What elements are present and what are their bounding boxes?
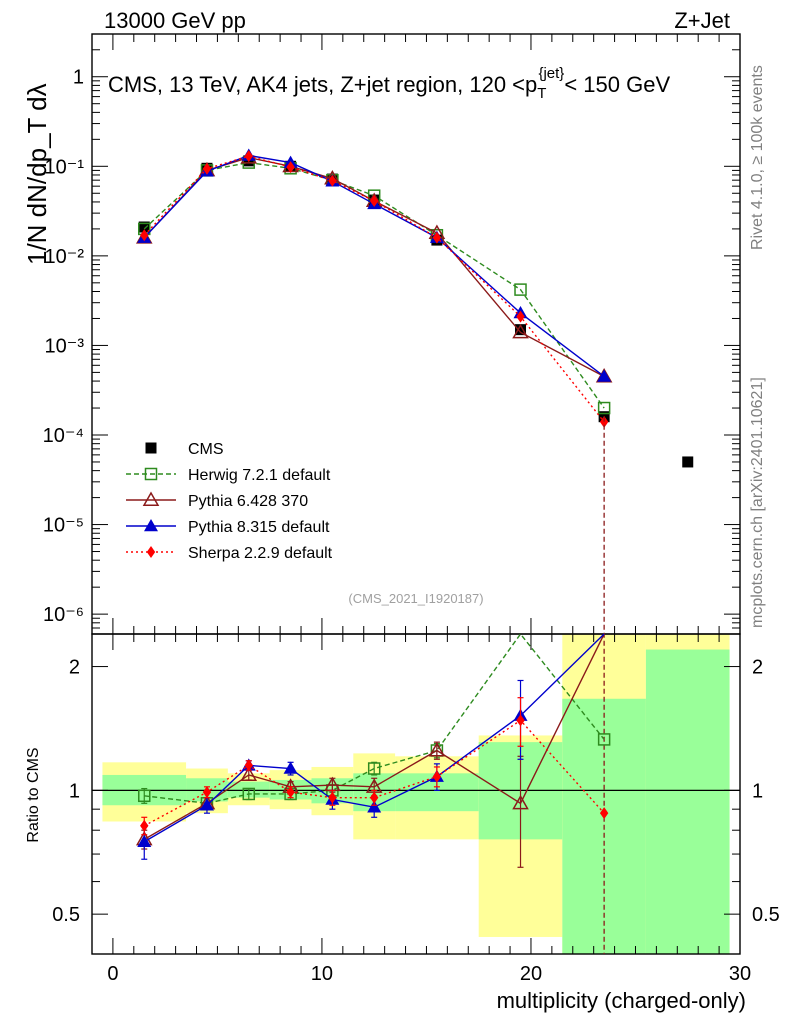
main-y-tick-label: 10⁻¹ <box>45 156 85 178</box>
ratio-point-sherpa-0 <box>140 819 149 832</box>
series-line-sherpa <box>143 155 605 423</box>
main-y-axis-label: 1/N dN/dp_T dλ <box>22 83 52 265</box>
legend-label-pythia8: Pythia 8.315 default <box>188 519 330 536</box>
ratio-point-pythia8-1 <box>199 798 214 811</box>
legend-marker-herwig <box>144 467 158 481</box>
main-y-tick-label: 10⁻³ <box>45 335 85 357</box>
ratio-point-sherpa-3 <box>286 786 295 799</box>
ratio-point-herwig-5 <box>367 762 381 775</box>
legend-label-pythia6: Pythia 6.428 370 <box>188 493 308 510</box>
point-pythia6-7 <box>512 323 529 339</box>
ratio-point-sherpa-7 <box>516 714 525 727</box>
ratio-point-herwig-8 <box>597 733 611 746</box>
point-sherpa-4 <box>328 174 337 187</box>
x-tick-label: 10 <box>311 963 333 985</box>
series-line-herwig <box>143 161 605 409</box>
ratio-point-pythia8-0 <box>137 834 152 847</box>
x-tick-label: 20 <box>520 963 542 985</box>
ratio-point-sherpa-6 <box>432 770 442 783</box>
main-y-axis-label-text: 1/N dN/dp_T dλ <box>22 83 52 265</box>
ratio-plot-frame <box>91 633 741 955</box>
header-right: Z+Jet <box>674 8 730 33</box>
point-cms-9 <box>682 456 694 468</box>
ratio-point-pythia8-3 <box>283 761 298 774</box>
ratio-series-layer <box>135 632 611 868</box>
ratio-point-sherpa-2 <box>244 759 253 772</box>
legend-marker-cms <box>145 442 157 454</box>
x-tick-label: 30 <box>729 963 751 985</box>
legend-marker-pythia6 <box>142 491 160 506</box>
main-series-layer <box>135 148 694 954</box>
ratio-point-sherpa-8 <box>599 807 609 820</box>
ratio-point-herwig-0 <box>138 789 151 803</box>
point-sherpa-5 <box>369 194 379 207</box>
ratio-y-tick-label-right: 0.5 <box>752 904 780 926</box>
point-cms-7 <box>515 324 527 336</box>
main-title: CMS, 13 TeV, AK4 jets, Z+jet region, 120… <box>108 65 670 102</box>
analysis-watermark: (CMS_2021_I1920187) <box>348 591 483 606</box>
main-y-tick-label: 10⁻² <box>45 246 85 268</box>
ratio-point-sherpa-5 <box>369 791 379 804</box>
ratio-y-tick-label-right: 1 <box>752 780 763 802</box>
ratio-point-pythia6-7 <box>512 794 529 810</box>
point-pythia8-8 <box>597 369 612 382</box>
point-sherpa-1 <box>202 162 212 175</box>
title-main: CMS, 13 TeV, AK4 jets, Z+jet region, 120… <box>108 72 537 97</box>
title-sub: T <box>537 85 546 102</box>
ratio-point-sherpa-1 <box>202 786 212 799</box>
series-line-pythia8 <box>143 154 605 378</box>
ratio-y-tick-label: 0.5 <box>52 904 80 926</box>
ratio-y-tick-label-right: 2 <box>752 657 763 679</box>
ratio-point-pythia8-5 <box>367 800 382 813</box>
main-y-tick-label: 10⁻⁴ <box>43 425 84 447</box>
point-sherpa-6 <box>432 231 442 244</box>
main-y-tick-label: 10⁻⁶ <box>43 604 84 626</box>
ratio-y-axis-label: Ratio to CMS <box>25 747 42 842</box>
legend-label-cms: CMS <box>188 441 224 458</box>
point-sherpa-0 <box>140 229 149 242</box>
main-y-tick-label: 10⁻⁵ <box>43 515 84 537</box>
ratio-y-tick-label: 1 <box>69 780 80 802</box>
ratio-point-sherpa-4 <box>328 791 337 804</box>
point-sherpa-7 <box>516 310 525 323</box>
title-end: < 150 GeV <box>564 72 670 97</box>
rivet-side-label: Rivet 4.1.0, ≥ 100k events <box>749 65 766 250</box>
header-left: 13000 GeV pp <box>104 8 246 33</box>
legend-label-herwig: Herwig 7.2.1 default <box>188 467 331 484</box>
point-herwig-8 <box>597 401 611 415</box>
title-sup: {jet} <box>538 65 564 82</box>
ratio-y-tick-label: 2 <box>69 657 80 679</box>
point-sherpa-8 <box>599 415 609 428</box>
x-axis-label: multiplicity (charged-only) <box>497 988 746 1013</box>
legend-label-sherpa: Sherpa 2.2.9 default <box>188 545 333 562</box>
main-plot-frame <box>91 33 741 635</box>
ratio-point-herwig-2 <box>242 787 256 801</box>
x-tick-label: 0 <box>107 963 118 985</box>
legend-marker-sherpa <box>146 546 156 558</box>
main-y-tick-label: 1 <box>73 67 84 89</box>
mcplots-side-label: mcplots.cern.ch [arXiv:2401.10621] <box>749 377 766 628</box>
ratio-point-pythia6-6 <box>428 741 446 757</box>
point-herwig-7 <box>514 283 527 296</box>
legend: CMS Herwig 7.2.1 default Pythia 6.428 370 P… <box>126 441 333 562</box>
point-cms-0 <box>138 221 150 233</box>
legend-marker-pythia8 <box>144 519 158 532</box>
point-sherpa-3 <box>286 161 295 174</box>
ratio-uncertainty-bands <box>92 634 740 954</box>
green-band-9 <box>645 649 730 954</box>
axis-ticks: 0 10 20 30 1 10⁻¹ 10⁻² 10⁻³ 10⁻⁴ 10⁻⁵ 10⁻⁶ 2 2 1 1 0.5 0… <box>43 33 780 985</box>
svg-text:CMS, 13 TeV, AK4 jets, Z+jet r: CMS, 13 TeV, AK4 jets, Z+jet region, 120… <box>108 65 670 102</box>
ratio-point-pythia6-2 <box>240 766 258 781</box>
point-sherpa-2 <box>244 150 253 163</box>
